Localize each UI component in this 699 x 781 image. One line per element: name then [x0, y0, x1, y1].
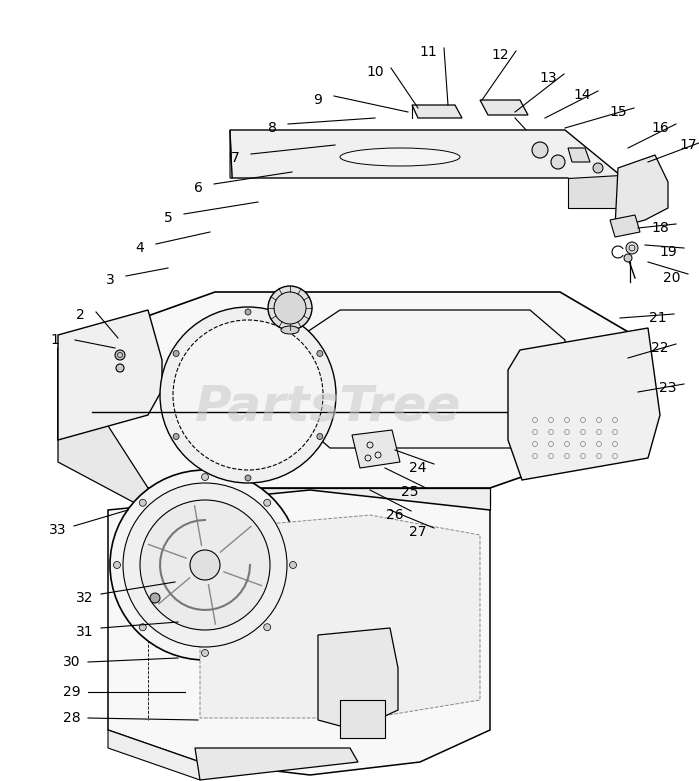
Circle shape: [201, 473, 208, 480]
Polygon shape: [480, 100, 528, 115]
Polygon shape: [58, 348, 148, 510]
Polygon shape: [230, 130, 620, 208]
Polygon shape: [195, 748, 358, 780]
Circle shape: [532, 142, 548, 158]
Text: 11: 11: [419, 45, 437, 59]
Text: 15: 15: [610, 105, 627, 119]
Circle shape: [173, 433, 179, 440]
Text: 27: 27: [409, 525, 427, 539]
Circle shape: [551, 155, 565, 169]
Bar: [340, 700, 385, 738]
Circle shape: [201, 650, 208, 657]
Text: 9: 9: [314, 93, 322, 107]
Circle shape: [289, 562, 296, 569]
Circle shape: [139, 499, 146, 506]
Text: 21: 21: [649, 311, 667, 325]
Polygon shape: [200, 515, 480, 718]
Text: 28: 28: [63, 711, 81, 725]
Polygon shape: [508, 328, 660, 480]
Text: 20: 20: [663, 271, 681, 285]
Circle shape: [113, 562, 120, 569]
Polygon shape: [58, 310, 162, 440]
Circle shape: [190, 550, 220, 580]
Circle shape: [626, 242, 638, 254]
Circle shape: [139, 624, 146, 631]
Text: 26: 26: [386, 508, 404, 522]
Circle shape: [317, 433, 323, 440]
Circle shape: [160, 307, 336, 483]
Text: 13: 13: [539, 71, 557, 85]
Text: 6: 6: [194, 181, 203, 195]
Text: 25: 25: [401, 485, 419, 499]
Text: 1: 1: [50, 333, 59, 347]
Polygon shape: [148, 488, 490, 510]
Text: 3: 3: [106, 273, 115, 287]
Text: 24: 24: [409, 461, 427, 475]
Ellipse shape: [281, 326, 299, 334]
Circle shape: [110, 470, 300, 660]
Polygon shape: [610, 215, 640, 237]
Polygon shape: [352, 430, 400, 468]
Circle shape: [173, 320, 323, 470]
Polygon shape: [230, 130, 232, 178]
Polygon shape: [318, 628, 398, 730]
Circle shape: [123, 483, 287, 647]
Circle shape: [116, 364, 124, 372]
Polygon shape: [568, 148, 590, 162]
Text: 10: 10: [366, 65, 384, 79]
Circle shape: [173, 351, 179, 356]
Text: 4: 4: [136, 241, 145, 255]
Text: 8: 8: [268, 121, 276, 135]
Text: 18: 18: [651, 221, 669, 235]
Text: PartsTree: PartsTree: [195, 382, 462, 430]
Circle shape: [140, 500, 270, 630]
Text: 30: 30: [63, 655, 81, 669]
Text: 33: 33: [49, 523, 66, 537]
Text: 17: 17: [679, 138, 697, 152]
Polygon shape: [412, 105, 462, 118]
Circle shape: [150, 593, 160, 603]
Polygon shape: [615, 155, 668, 228]
Polygon shape: [568, 175, 620, 208]
Polygon shape: [295, 310, 565, 448]
Circle shape: [245, 475, 251, 481]
Text: 5: 5: [164, 211, 173, 225]
Text: 14: 14: [573, 88, 591, 102]
Text: 29: 29: [63, 685, 81, 699]
Text: 31: 31: [76, 625, 94, 639]
Circle shape: [115, 350, 125, 360]
Text: 19: 19: [659, 245, 677, 259]
Circle shape: [624, 254, 632, 262]
Text: 32: 32: [76, 591, 94, 605]
Circle shape: [317, 351, 323, 356]
Text: 2: 2: [75, 308, 85, 322]
Circle shape: [593, 163, 603, 173]
Circle shape: [264, 499, 271, 506]
Circle shape: [268, 286, 312, 330]
Text: 16: 16: [651, 121, 669, 135]
Circle shape: [274, 292, 306, 324]
Ellipse shape: [340, 148, 460, 166]
Text: 22: 22: [651, 341, 669, 355]
Polygon shape: [108, 730, 200, 780]
Text: 7: 7: [231, 151, 239, 165]
Circle shape: [245, 309, 251, 315]
Circle shape: [264, 624, 271, 631]
Polygon shape: [108, 490, 490, 775]
Text: 23: 23: [659, 381, 677, 395]
Text: 12: 12: [491, 48, 509, 62]
Polygon shape: [58, 292, 642, 488]
